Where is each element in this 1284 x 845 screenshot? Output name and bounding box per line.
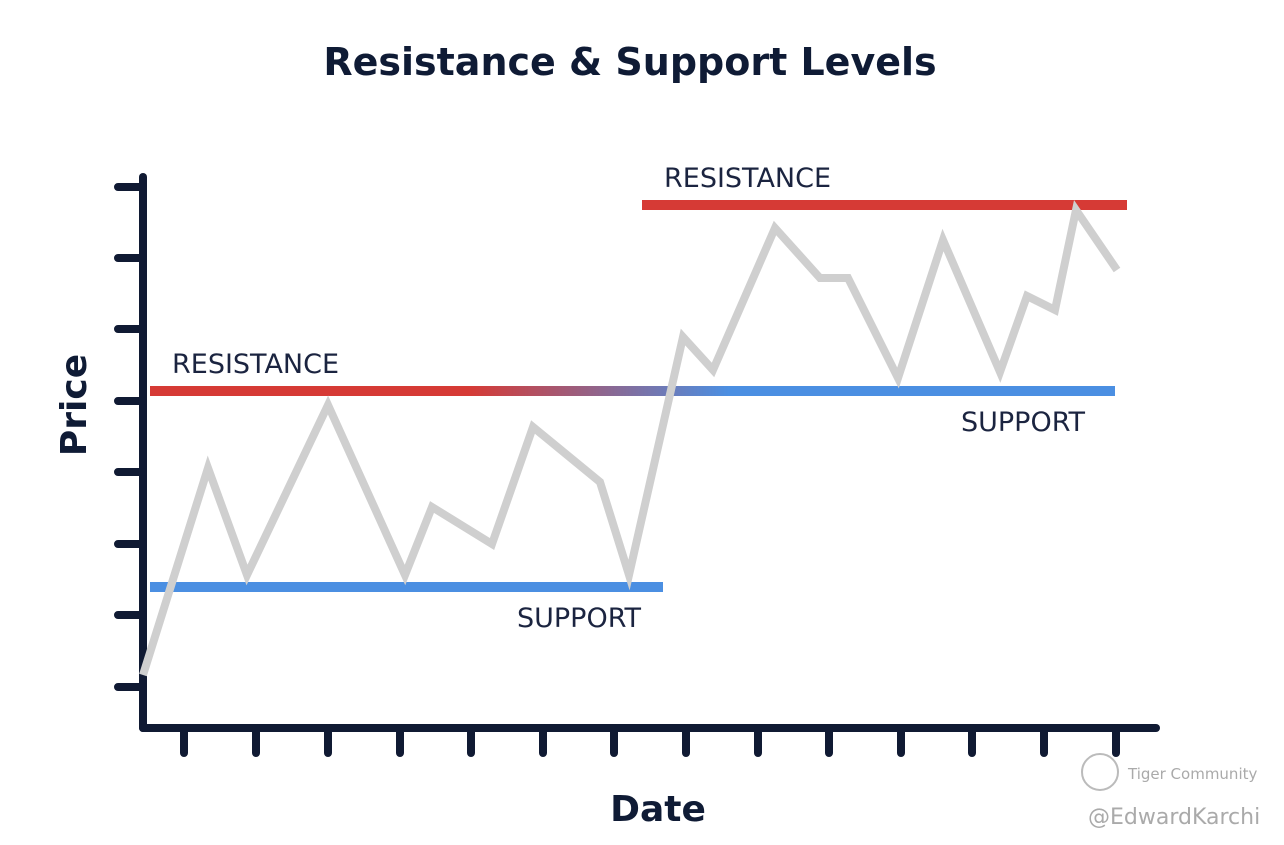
price-line [139,200,1121,677]
x-axis-label: Date [610,789,706,830]
title: Resistance & Support Levels [323,40,936,84]
y-axis-label: Price [54,354,95,456]
watermark-logo [1081,753,1119,791]
annotation: RESISTANCE [172,349,339,380]
watermark-brand: Tiger Community [1127,765,1257,783]
annotation: SUPPORT [517,603,642,634]
annotation: RESISTANCE [664,163,831,194]
axes [114,173,1160,757]
annotation: SUPPORT [961,407,1086,438]
y-ticks [114,183,147,691]
x-ticks [180,724,1120,757]
watermark-author: @EdwardKarchi [1088,805,1260,830]
